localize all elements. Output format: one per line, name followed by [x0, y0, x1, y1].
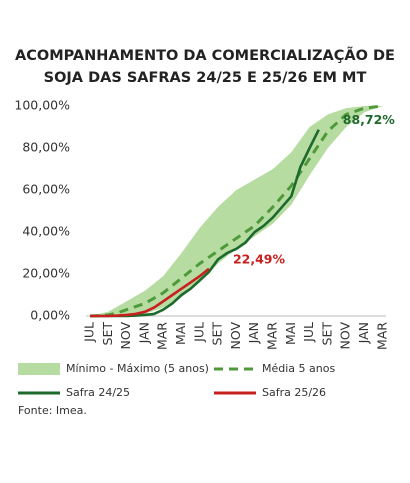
x-tick-label: JAN — [136, 322, 151, 344]
x-tick-label: SET — [100, 322, 115, 346]
legend-label: Mínimo - Máximo (5 anos) — [66, 362, 209, 375]
x-tick-label: JAN — [356, 322, 371, 344]
x-tick-label: JUL — [191, 322, 206, 343]
y-tick-label: 100,00% — [14, 98, 70, 113]
range-band — [90, 106, 383, 316]
x-tick-label: MAR — [374, 322, 389, 350]
x-tick-label: SET — [319, 322, 334, 346]
x-tick-label: MAR — [155, 322, 170, 350]
series-line — [90, 267, 210, 318]
y-tick-label: 0,00% — [30, 308, 70, 323]
chart-title: ACOMPANHAMENTO DA COMERCIALIZAÇÃO DE — [15, 47, 395, 64]
chart-title: SOJA DAS SAFRAS 24/25 E 25/26 EM MT — [44, 70, 367, 86]
x-tick-label: NOV — [338, 322, 353, 350]
y-tick-label: 80,00% — [22, 140, 70, 155]
x-tick-label: MAI — [173, 322, 188, 345]
data-label: 22,49% — [233, 251, 286, 266]
legend-label: Média 5 anos — [262, 362, 335, 375]
legend-swatch — [18, 363, 60, 375]
data-label: 88,72% — [343, 112, 396, 127]
x-tick-label: SET — [210, 322, 225, 346]
source: Fonte: Imea. — [18, 404, 87, 417]
x-tick-label: NOV — [118, 322, 133, 350]
x-tick-label: MAI — [283, 322, 298, 345]
x-tick-label: JUL — [82, 322, 97, 343]
y-tick-label: 20,00% — [22, 266, 70, 281]
y-tick-label: 60,00% — [22, 182, 70, 197]
x-tick-label: JAN — [246, 322, 261, 344]
x-tick-label: MAR — [265, 322, 280, 350]
x-tick-label: NOV — [228, 322, 243, 350]
y-tick-label: 40,00% — [22, 224, 70, 239]
legend-label: Safra 24/25 — [66, 386, 130, 399]
x-tick-label: JUL — [301, 322, 316, 343]
series-line — [89, 104, 383, 318]
legend-label: Safra 25/26 — [262, 386, 326, 399]
